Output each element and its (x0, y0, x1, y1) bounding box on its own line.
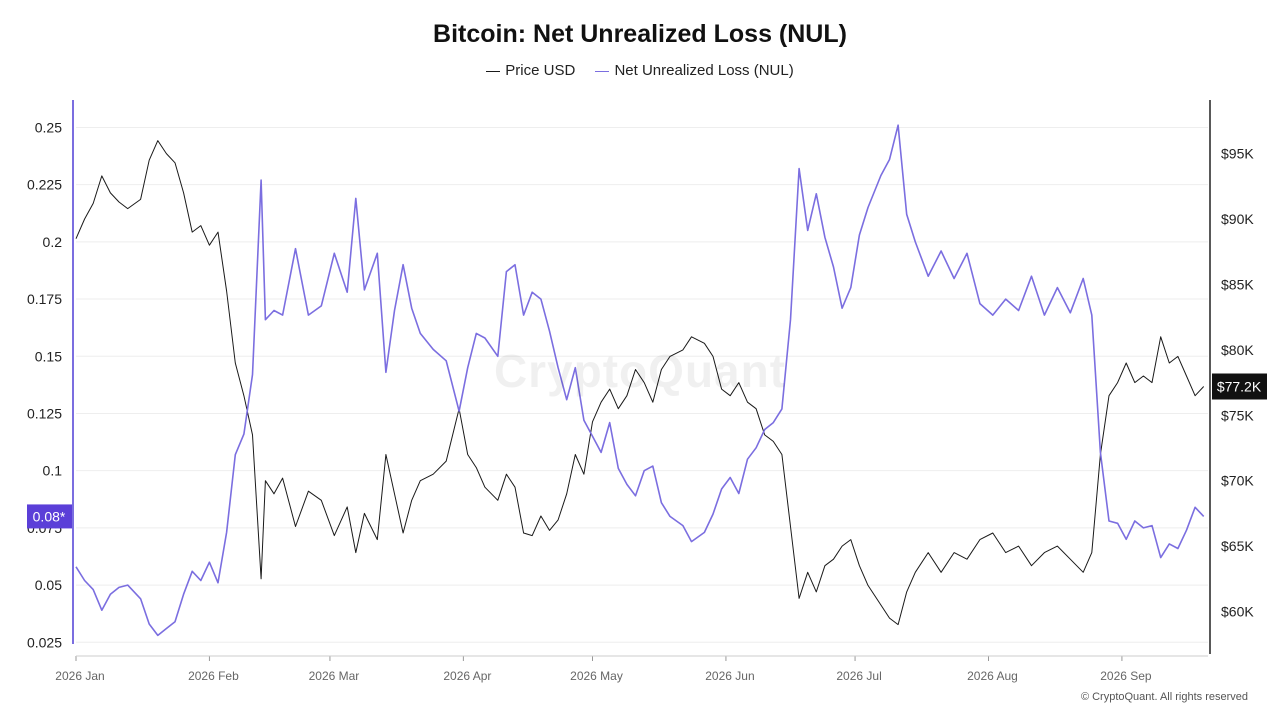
y-left-tick-label: 0.15 (35, 348, 62, 364)
legend-swatch-nul (595, 70, 610, 72)
y-right-tick-label: $90K (1221, 211, 1254, 227)
y-left-tick-label: 0.05 (35, 577, 62, 593)
axes: 0.0250.050.0750.10.1250.150.1750.20.2250… (27, 100, 1254, 683)
legend-item-nul[interactable]: Net Unrealized Loss (NUL) (595, 62, 794, 79)
y-right-tick-label: $95K (1221, 146, 1254, 162)
copyright-text: © CryptoQuant. All rights reserved (1080, 691, 1248, 703)
x-tick-label: 2026 Mar (309, 669, 360, 683)
y-right-tick-label: $70K (1221, 473, 1254, 489)
legend-label-nul: Net Unrealized Loss (NUL) (614, 62, 794, 79)
x-tick-label: 2026 Jul (836, 669, 881, 683)
y-left-tick-label: 0.25 (35, 119, 62, 135)
y-left-tick-label: 0.225 (27, 177, 62, 193)
y-left-tick-label: 0.025 (27, 634, 62, 650)
x-tick-label: 2026 May (570, 669, 623, 683)
x-tick-label: 2026 Aug (967, 669, 1018, 683)
current-nul-badge (27, 504, 72, 529)
legend-item-price[interactable]: Price USD (486, 62, 575, 79)
y-left-tick-label: 0.2 (43, 234, 63, 250)
x-tick-label: 2026 Jan (55, 669, 104, 683)
y-right-tick-label: $85K (1221, 276, 1254, 292)
legend: Price USD Net Unrealized Loss (NUL) (0, 62, 1280, 79)
x-tick-label: 2026 Sep (1100, 669, 1152, 683)
x-tick-label: 2026 Apr (443, 669, 491, 683)
y-right-tick-label: $75K (1221, 407, 1254, 423)
series-layer (75, 124, 1205, 637)
current-value-markers: 0.08* $77.2K (27, 373, 1267, 529)
legend-label-price: Price USD (505, 62, 576, 79)
y-left-tick-label: 0.1 (43, 463, 63, 479)
legend-swatch-price (486, 70, 501, 72)
y-right-tick-label: $80K (1221, 342, 1254, 358)
x-tick-label: 2026 Jun (705, 669, 754, 683)
current-price-badge (1212, 373, 1267, 400)
series-line-price-usd (75, 140, 1205, 626)
chart-title: Bitcoin: Net Unrealized Loss (NUL) (433, 20, 847, 48)
y-left-tick-label: 0.175 (27, 291, 62, 307)
y-right-tick-label: $65K (1221, 538, 1254, 554)
current-price-label: $77.2K (1217, 379, 1262, 395)
current-nul-label: 0.08* (33, 508, 66, 524)
x-tick-label: 2026 Feb (188, 669, 239, 683)
y-right-tick-label: $60K (1221, 604, 1254, 620)
series-line-nul (75, 124, 1205, 637)
watermark: CryptoQuant (493, 345, 787, 397)
y-left-tick-label: 0.125 (27, 405, 62, 421)
